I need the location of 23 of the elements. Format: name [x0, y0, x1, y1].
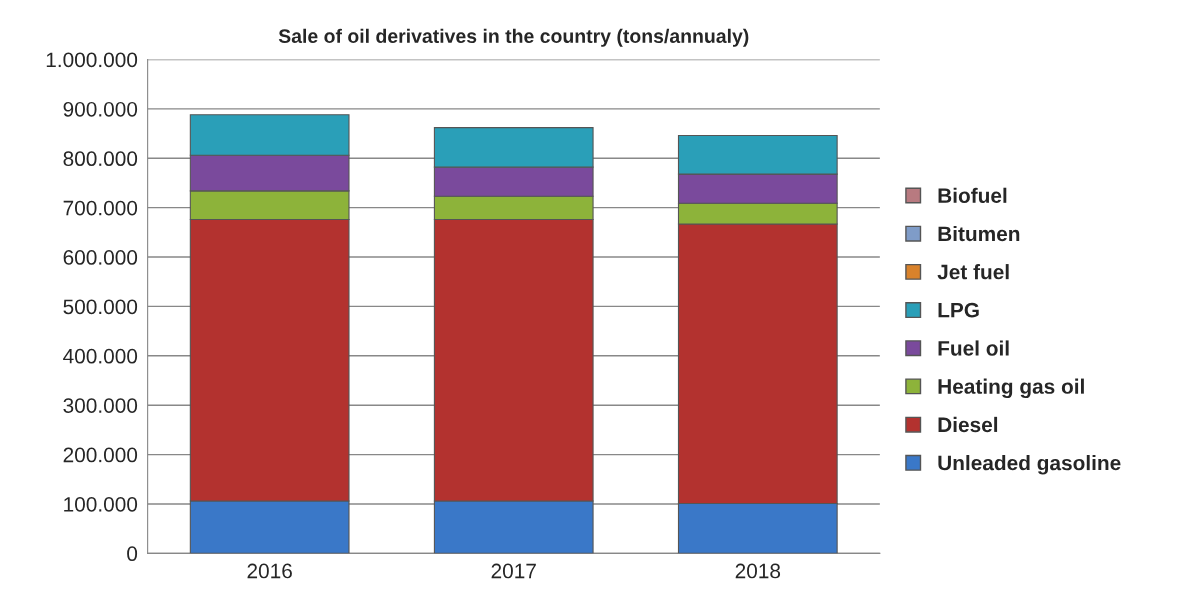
chart-title: Sale of oil derivatives in the country (tons/annualy)	[278, 28, 749, 47]
legend-label: Bitumen	[938, 225, 1020, 242]
y-tick-label: 500.000	[63, 299, 138, 315]
legend-label: Heating gas oil	[938, 378, 1084, 399]
y-tick-label: 300.000	[63, 398, 138, 413]
y-tick-label: 1.000.000	[46, 52, 138, 68]
y-tick-label: 700.000	[63, 200, 138, 216]
y-tick-label: 200.000	[63, 447, 138, 463]
x-tick-label: 2017	[491, 563, 536, 579]
legend-label: Fuel oil	[938, 340, 1009, 356]
legend-label: Jet fuel	[937, 264, 1009, 280]
y-tick-label: 900.000	[63, 101, 138, 117]
y-tick-label: 400.000	[63, 348, 138, 364]
y-tick-label: 800.000	[63, 151, 138, 167]
y-tick-label: 600.000	[63, 250, 138, 265]
y-tick-label: 0	[127, 546, 138, 562]
y-tick-label: 100.000	[64, 496, 138, 512]
legend-label: Diesel	[938, 416, 998, 433]
x-tick-label: 2016	[247, 563, 292, 579]
legend-label: Unleaded gasoline	[938, 455, 1121, 475]
legend-label: Biofuel	[938, 187, 1007, 204]
legend-label: LPG	[938, 302, 979, 318]
x-tick-label: 2018	[735, 563, 781, 579]
